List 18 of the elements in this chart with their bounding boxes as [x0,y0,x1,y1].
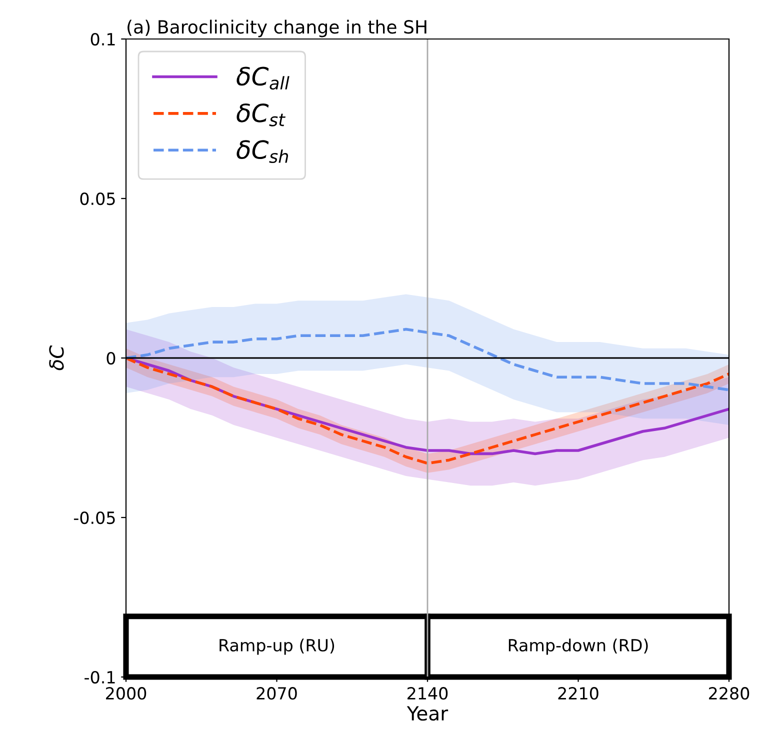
legend-label: δC$_{sh}$ [236,140,288,164]
x-tick-label: 2000 [106,687,146,700]
y-tick-label: -0.05 [74,511,115,524]
x-tick-label: 2280 [709,687,750,700]
y-tick-label: 0.1 [90,32,115,46]
y-tick-label: -0.1 [84,670,115,684]
annotation: Ramp-up (RU) [220,638,334,655]
x-tick-label: 2210 [558,687,598,700]
x-tick-label: 2070 [256,687,297,700]
x-tick-label: 2140 [408,687,448,700]
y-axis-title: δC [49,345,64,370]
y-tick-label: 0 [106,352,116,365]
legend-label: δC$_{st}$ [236,103,286,126]
y-tick-label: 0.05 [80,192,115,206]
legend-label: δC$_{all}$ [236,66,290,90]
x-axis-title: Year [406,706,448,721]
chart-title: (a) Baroclinicity change in the SH [128,20,426,38]
annotation: Ramp-down (RD) [508,638,648,655]
